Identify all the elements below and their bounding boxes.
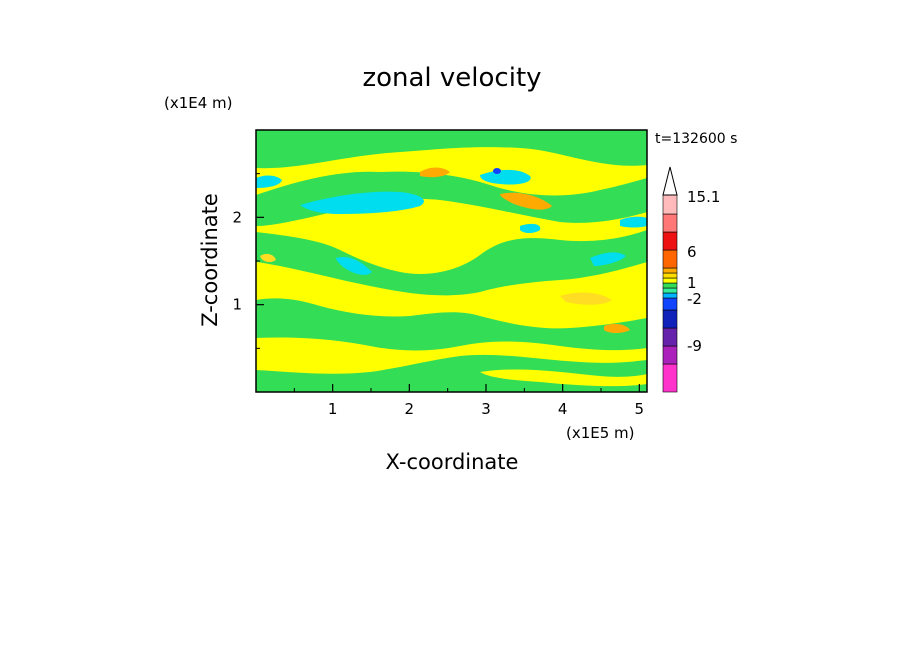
light-patch-2: [260, 253, 276, 263]
x-tick-label: 4: [558, 400, 568, 418]
chart-title: zonal velocity: [362, 63, 541, 93]
colorbar: [662, 166, 678, 393]
green-band-top: [256, 130, 647, 169]
colorbar-level: [662, 363, 678, 393]
colorbar-extend-arrow: [662, 166, 678, 196]
yellow-streak-bottom: [480, 369, 647, 387]
orange-patch-1: [420, 167, 450, 178]
y-axis: 12: [232, 173, 264, 349]
time-label: t=132600 s: [655, 131, 737, 147]
green-band-lower: [256, 298, 647, 351]
colorbar-level: [662, 292, 678, 299]
colorbar-level: [662, 345, 678, 365]
colorbar-level: [662, 213, 678, 233]
x-axis: 1 2 3 4 5: [293, 384, 645, 418]
orange-patch-2: [500, 192, 552, 210]
cyan-patch-2: [480, 169, 531, 185]
colorbar-level: [662, 297, 678, 311]
x-tick-label: 3: [481, 400, 491, 418]
cyan-patch-6: [520, 223, 541, 233]
colorbar-label: -2: [687, 290, 702, 308]
light-patch-1: [560, 292, 612, 305]
green-band-upper: [256, 171, 647, 226]
colorbar-level: [662, 267, 678, 274]
cyan-patch-7: [620, 216, 647, 228]
y-unit-label: (x1E4 m): [164, 94, 233, 112]
green-band-mid: [256, 230, 647, 296]
colorbar-level: [662, 282, 678, 289]
x-tick-label: 5: [635, 400, 645, 418]
cyan-patch-4: [336, 256, 372, 275]
orange-patch-3: [604, 323, 630, 333]
contour-field: [256, 130, 647, 392]
colorbar-level: [662, 277, 678, 284]
cyan-patch-1: [300, 191, 424, 214]
x-unit-label: (x1E5 m): [566, 424, 635, 442]
cyan-patch-5: [590, 252, 626, 266]
colorbar-level: [662, 327, 678, 347]
x-tick-label: 1: [328, 400, 338, 418]
cyan-patch-3: [256, 175, 282, 188]
colorbar-level: [662, 249, 678, 269]
y-tick-label: 1: [232, 296, 242, 314]
colorbar-label: 1: [687, 274, 697, 292]
x-tick-label: 2: [405, 400, 415, 418]
x-axis-label: X-coordinate: [386, 450, 519, 474]
colorbar-level: [662, 194, 678, 215]
colorbar-level: [662, 287, 678, 294]
colorbar-label: -9: [687, 337, 702, 355]
colorbar-label: 15.1: [687, 188, 720, 206]
blue-patch: [493, 168, 501, 174]
y-tick-label: 2: [232, 208, 242, 226]
y-axis-label: Z-coordinate: [198, 193, 222, 327]
colorbar-level: [662, 231, 678, 251]
colorbar-level: [662, 272, 678, 279]
colorbar-labels: 15.1 6 1-2 -9: [687, 188, 720, 355]
colorbar-label: 6: [687, 243, 697, 261]
colorbar-level: [662, 309, 678, 329]
